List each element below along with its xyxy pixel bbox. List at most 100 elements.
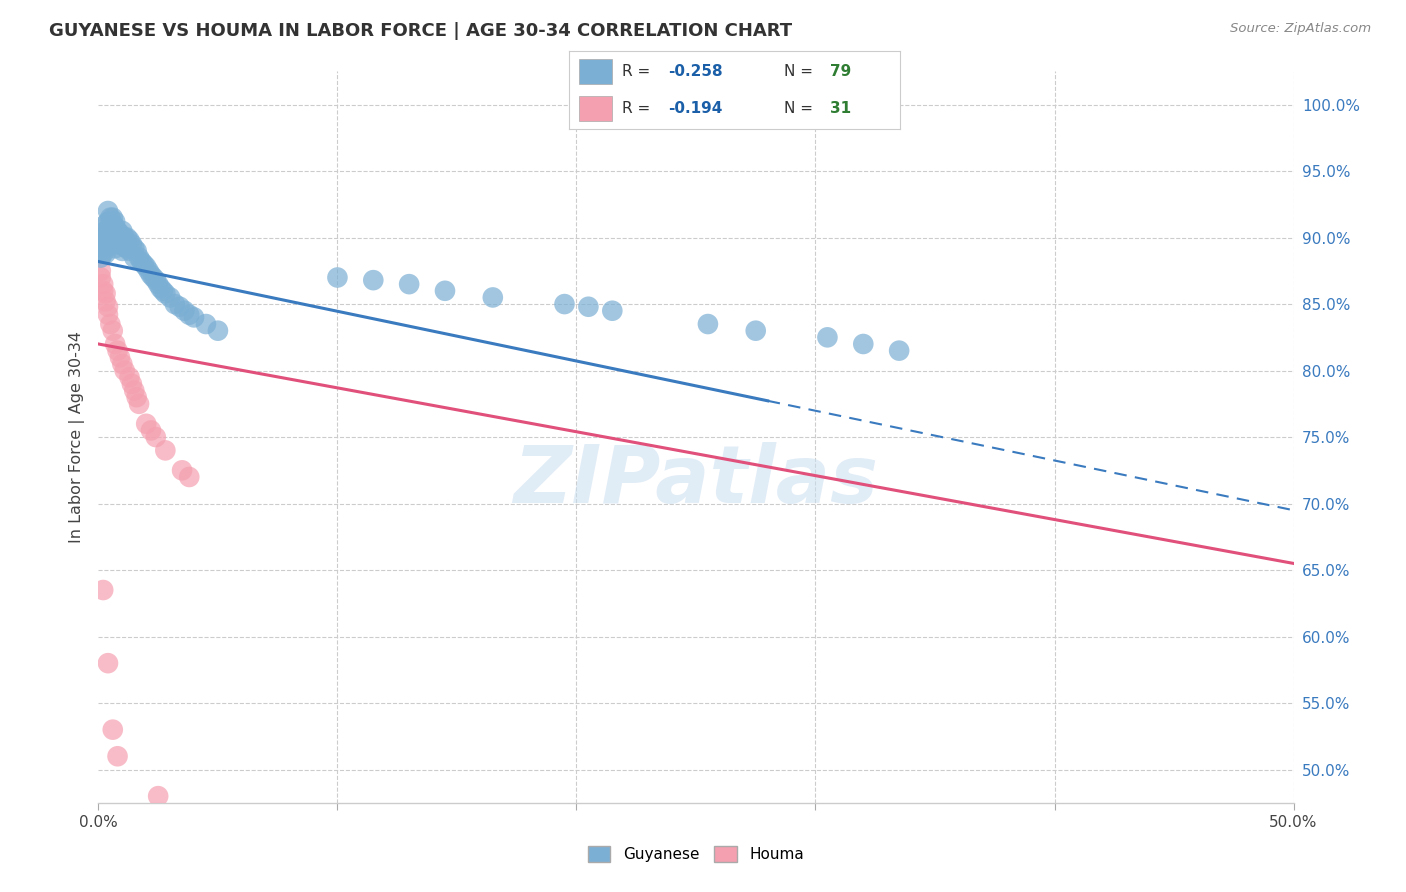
Point xyxy=(179,308,201,322)
Point xyxy=(101,324,124,338)
Point xyxy=(91,240,114,254)
Point xyxy=(145,430,167,444)
Text: ZIPatlas: ZIPatlas xyxy=(513,442,879,520)
Point xyxy=(148,789,170,804)
Point xyxy=(104,241,127,255)
Point xyxy=(91,284,114,298)
Text: 79: 79 xyxy=(831,63,852,78)
Point xyxy=(852,337,875,351)
Point xyxy=(124,251,146,265)
Point xyxy=(602,303,624,318)
Point xyxy=(398,277,420,292)
Point xyxy=(159,290,181,304)
Point xyxy=(128,251,150,265)
Point xyxy=(94,286,117,301)
Point xyxy=(155,443,177,458)
Point xyxy=(125,244,148,258)
Point xyxy=(745,324,768,338)
Point xyxy=(101,723,124,737)
Point xyxy=(124,384,146,398)
Point xyxy=(97,204,120,219)
Point xyxy=(114,363,136,377)
Point xyxy=(94,246,117,260)
Point xyxy=(107,343,129,358)
Point xyxy=(91,277,114,292)
Text: Source: ZipAtlas.com: Source: ZipAtlas.com xyxy=(1230,22,1371,36)
Text: R =: R = xyxy=(623,63,655,78)
Point xyxy=(121,376,143,391)
Point xyxy=(142,270,165,285)
Point xyxy=(104,219,127,234)
Point xyxy=(111,233,134,247)
Point xyxy=(91,582,114,597)
Point xyxy=(98,227,122,241)
Point xyxy=(114,240,136,254)
Point xyxy=(155,286,177,301)
Text: 31: 31 xyxy=(831,102,852,117)
Point xyxy=(481,290,505,304)
Text: GUYANESE VS HOUMA IN LABOR FORCE | AGE 30-34 CORRELATION CHART: GUYANESE VS HOUMA IN LABOR FORCE | AGE 3… xyxy=(49,22,793,40)
Point xyxy=(97,230,120,244)
Bar xyxy=(579,59,613,84)
Point xyxy=(90,264,112,278)
Point xyxy=(107,749,129,764)
Point xyxy=(91,246,114,260)
Point xyxy=(97,214,120,228)
Text: -0.258: -0.258 xyxy=(669,63,723,78)
Point xyxy=(97,656,120,670)
Y-axis label: In Labor Force | Age 30-34: In Labor Force | Age 30-34 xyxy=(69,331,84,543)
Point xyxy=(554,297,576,311)
Point xyxy=(179,470,201,484)
Point xyxy=(107,230,129,244)
Point xyxy=(363,273,385,287)
Point xyxy=(98,211,122,225)
Point xyxy=(107,224,129,238)
Point xyxy=(132,257,155,271)
Point xyxy=(91,230,114,244)
Point xyxy=(94,224,117,238)
Point xyxy=(94,294,117,309)
Point xyxy=(108,227,131,241)
Point xyxy=(326,270,349,285)
Point xyxy=(90,270,112,285)
Point xyxy=(578,300,600,314)
Point xyxy=(111,244,134,258)
Point xyxy=(118,244,141,258)
Point xyxy=(101,233,124,247)
Point xyxy=(104,214,127,228)
Point xyxy=(91,233,114,247)
Point xyxy=(135,260,157,274)
Point xyxy=(98,317,122,331)
Point xyxy=(135,417,157,431)
Point xyxy=(148,277,170,292)
Text: N =: N = xyxy=(785,102,818,117)
Point xyxy=(101,211,124,225)
Point xyxy=(145,273,167,287)
Point xyxy=(152,284,174,298)
Point xyxy=(111,224,134,238)
Point xyxy=(207,324,229,338)
Point xyxy=(104,230,127,244)
Point xyxy=(131,254,153,268)
Text: -0.194: -0.194 xyxy=(669,102,723,117)
Point xyxy=(111,357,134,371)
Point xyxy=(101,217,124,231)
Point xyxy=(94,237,117,252)
Point xyxy=(889,343,911,358)
Point xyxy=(128,397,150,411)
Point xyxy=(104,337,127,351)
Point xyxy=(169,300,191,314)
Bar xyxy=(579,96,613,121)
Point xyxy=(149,281,172,295)
Point xyxy=(107,237,129,252)
Point xyxy=(98,237,122,252)
Point xyxy=(97,300,120,314)
Point xyxy=(139,424,162,438)
Point xyxy=(101,224,124,238)
Point xyxy=(121,237,143,252)
Point xyxy=(125,390,148,404)
Legend: Guyanese, Houma: Guyanese, Houma xyxy=(582,840,810,868)
Point xyxy=(163,297,186,311)
Text: R =: R = xyxy=(623,102,655,117)
Point xyxy=(90,251,112,265)
